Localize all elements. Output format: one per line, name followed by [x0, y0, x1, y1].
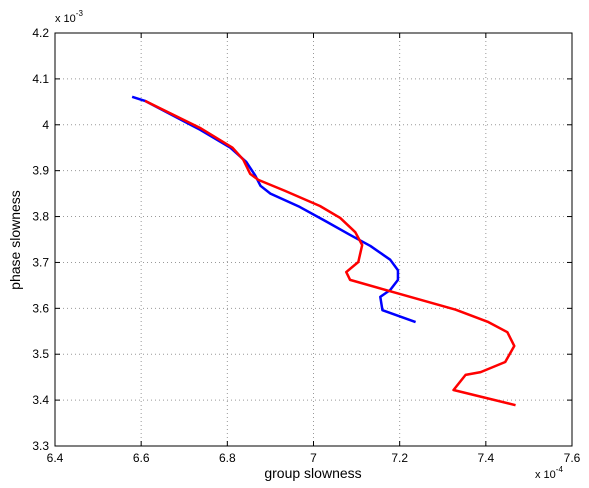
x-tick-label: 6.4: [47, 451, 64, 465]
y-tick-label: 4.2: [32, 26, 49, 40]
y-tick-label: 3.4: [32, 393, 49, 407]
x-tick-label: 6.6: [133, 451, 150, 465]
x-tick-label: 7.6: [564, 451, 581, 465]
x-multiplier-base: x 10: [535, 469, 556, 481]
x-multiplier: x 10-4: [535, 465, 563, 481]
y-axis-label: phase slowness: [7, 190, 23, 290]
x-tick-label: 7.4: [477, 451, 494, 465]
y-multiplier: x 10-3: [55, 9, 83, 25]
x-tick-label: 6.8: [219, 451, 236, 465]
axes-box: [54, 32, 573, 447]
x-tick-label: 7: [310, 451, 317, 465]
y-tick-label: 3.9: [32, 164, 49, 178]
x-multiplier-exponent: -4: [556, 465, 564, 474]
x-tick-label: 7.2: [391, 451, 408, 465]
data-line: [144, 99, 516, 407]
y-tick-label: 3.3: [32, 439, 49, 453]
y-tick-label: 4.1: [32, 72, 49, 86]
y-tick-label: 3.7: [32, 255, 49, 269]
y-multiplier-exponent: -3: [76, 9, 84, 18]
y-tick-label: 3.6: [32, 301, 49, 315]
y-multiplier-base: x 10: [55, 13, 76, 25]
y-tick-label: 3.8: [32, 210, 49, 224]
x-axis-label: group slowness: [264, 465, 361, 481]
y-tick-label: 4: [42, 118, 49, 132]
y-tick-label: 3.5: [32, 347, 49, 361]
